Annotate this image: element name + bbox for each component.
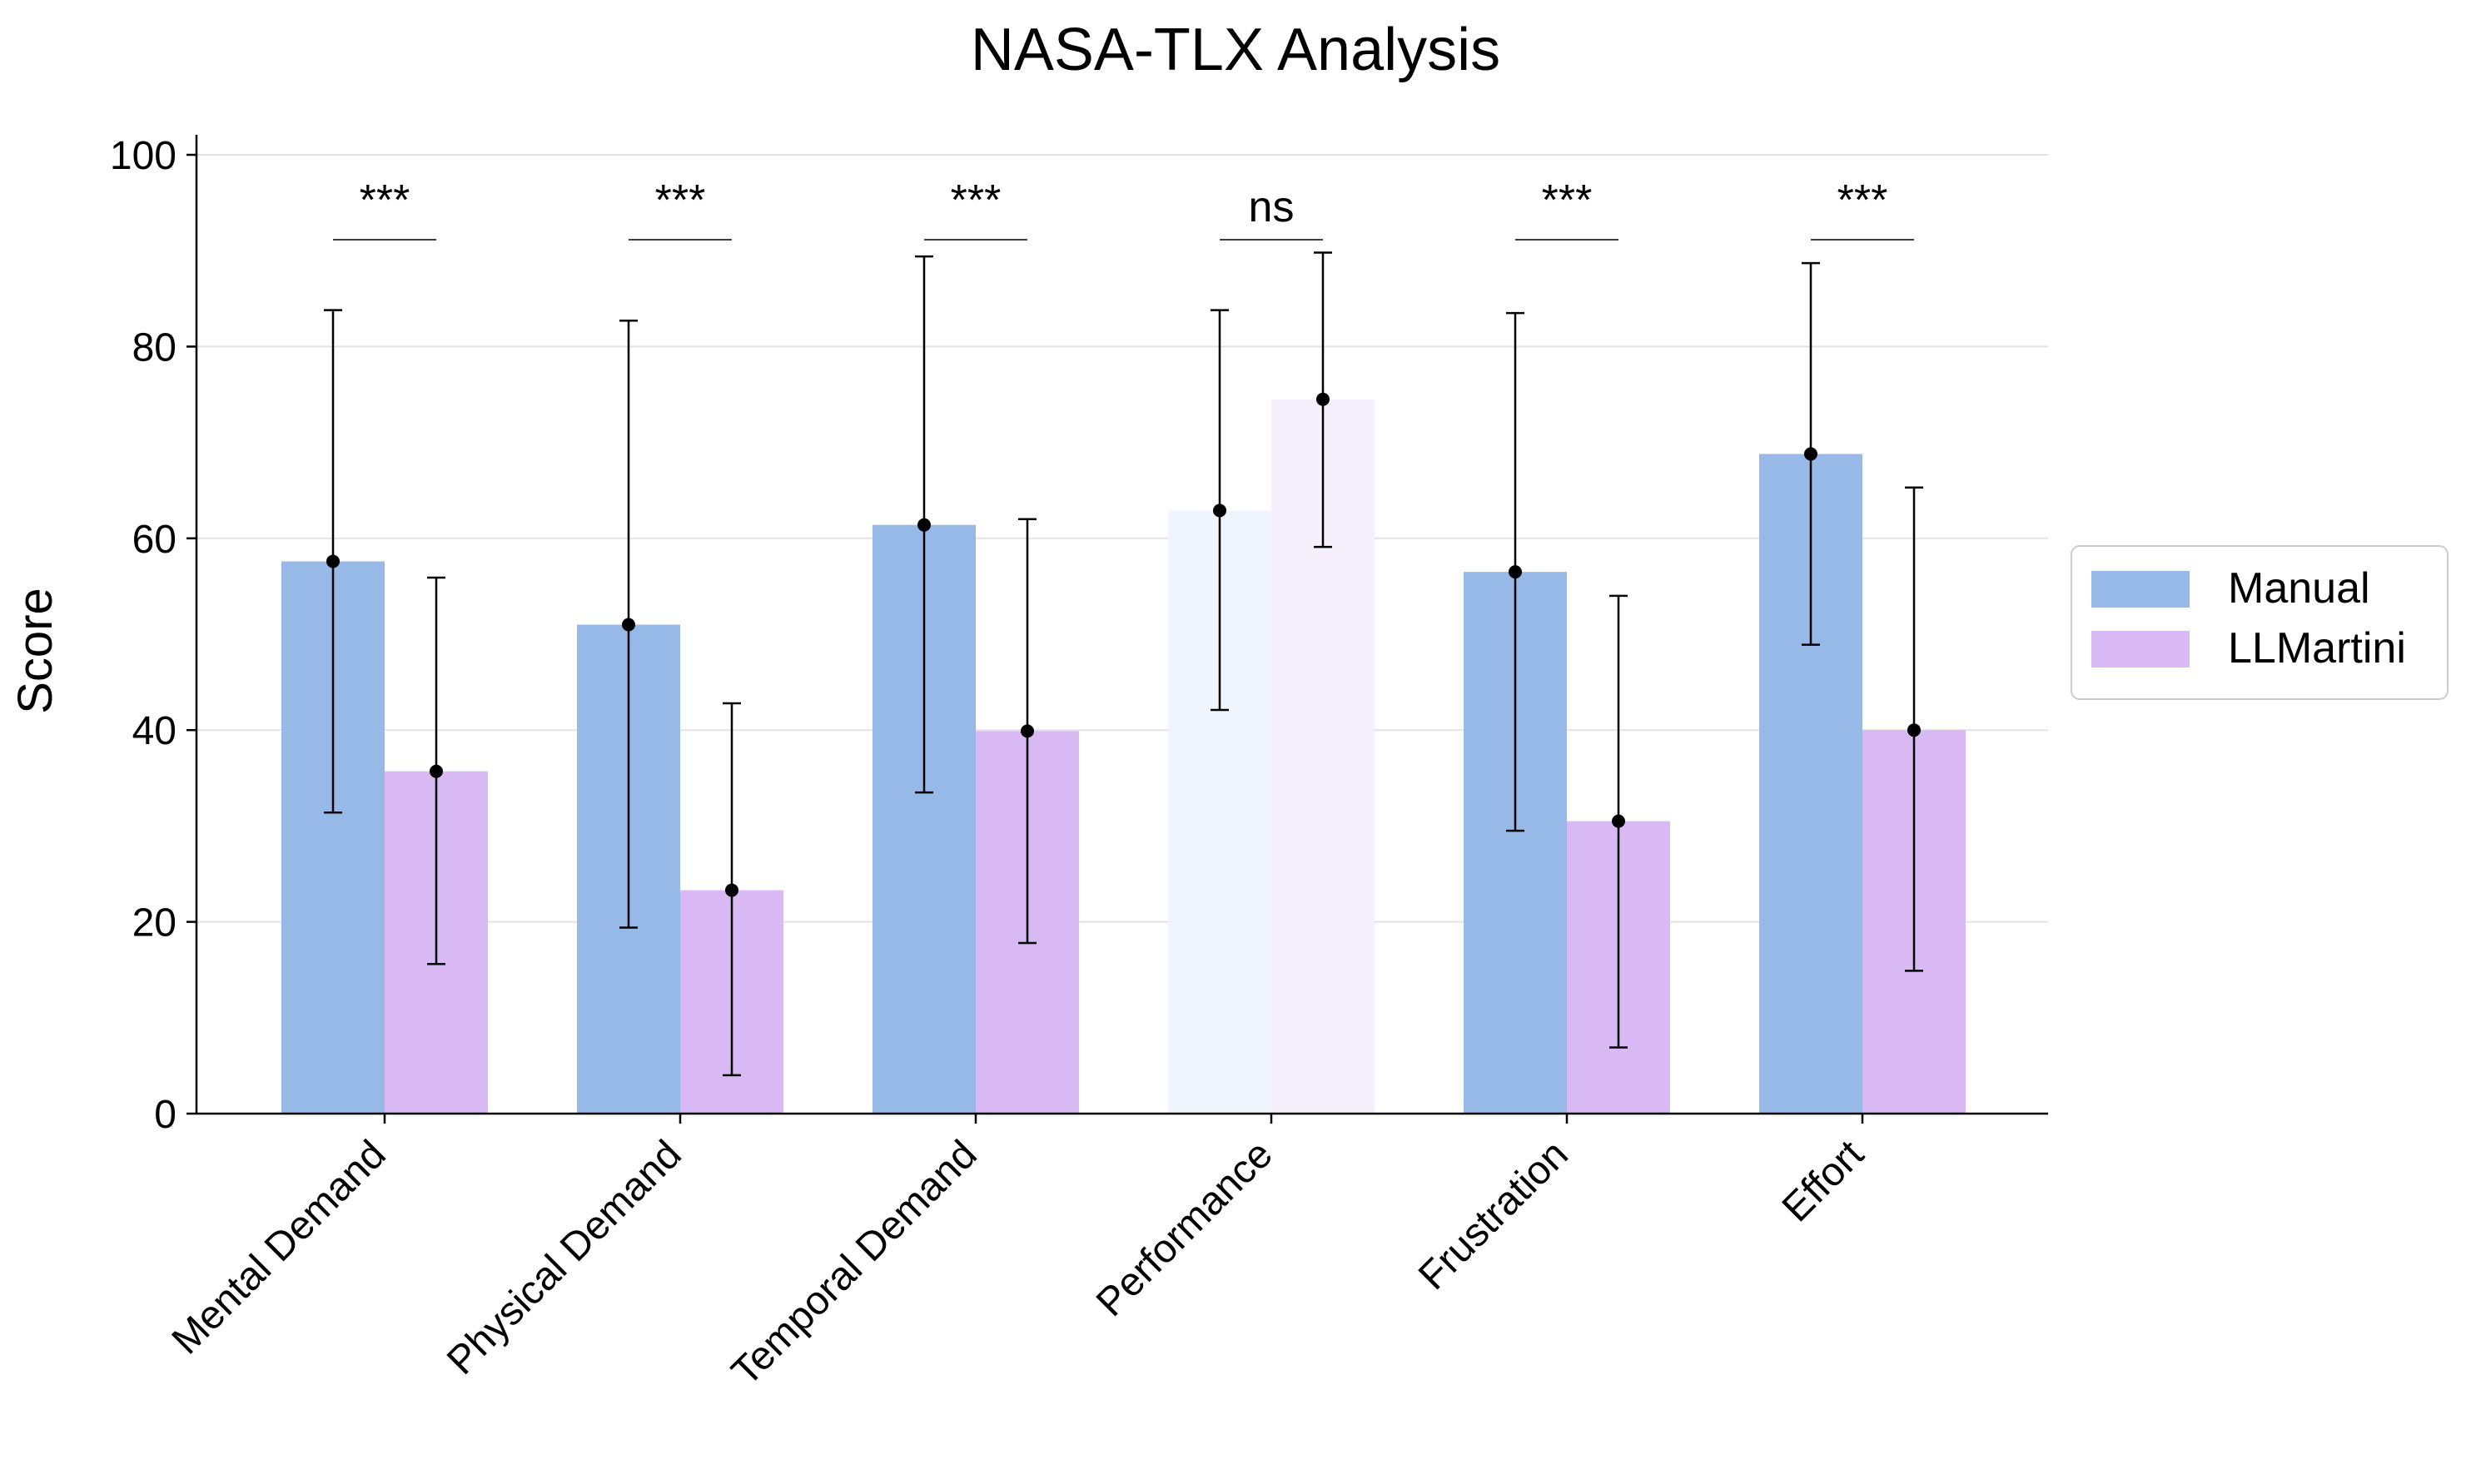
y-tick-label: 100 (110, 134, 176, 178)
mean-point (1804, 447, 1817, 461)
mean-point (622, 618, 635, 632)
y-tick-label: 0 (154, 1093, 176, 1137)
mean-point (326, 554, 340, 568)
mean-point (1316, 392, 1330, 406)
x-tick-label: Temporal Demand (723, 1132, 986, 1394)
x-tick-label: Physical Demand (439, 1132, 690, 1383)
mean-point (1907, 723, 1921, 737)
grid-lines (196, 154, 2048, 923)
y-tick-label: 40 (132, 709, 176, 753)
mean-point (725, 883, 738, 897)
y-tick-label: 80 (132, 325, 176, 370)
significance-label: ns (1249, 183, 1295, 231)
chart-title: NASA-TLX Analysis (971, 17, 1500, 83)
significance-label: *** (1542, 176, 1593, 225)
legend-label: Manual (2228, 564, 2370, 613)
significance-label: *** (360, 176, 410, 225)
significance-label: *** (1837, 176, 1888, 225)
mean-point (1612, 814, 1625, 828)
x-tick-label: Performance (1088, 1132, 1281, 1325)
legend: Manual LLMartini (2071, 545, 2449, 700)
y-tick-label: 60 (132, 518, 176, 562)
mean-point (1021, 724, 1034, 738)
error-bars (324, 251, 1923, 1077)
y-tick-label: 20 (132, 901, 176, 945)
x-tick-label: Frustration (1410, 1132, 1577, 1298)
legend-swatch (2091, 631, 2190, 668)
legend-label: LLMartini (2228, 624, 2406, 673)
mean-point (1213, 504, 1226, 518)
y-axis-label: Score (8, 588, 62, 714)
legend-swatch (2091, 571, 2190, 608)
x-tick-label: Effort (1774, 1132, 1872, 1230)
x-tick-label: Mental Demand (164, 1132, 395, 1362)
significance-annotations: *** *** *** ns *** *** (333, 176, 1914, 241)
significance-label: *** (655, 176, 706, 225)
mean-point (430, 764, 443, 778)
mean-point (917, 518, 931, 532)
mean-point (1509, 565, 1522, 579)
bars (281, 399, 1966, 1114)
significance-label: *** (951, 176, 1002, 225)
